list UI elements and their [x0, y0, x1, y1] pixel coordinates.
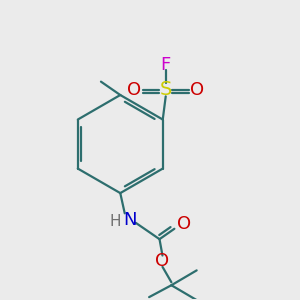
Text: H: H	[109, 214, 121, 229]
Text: N: N	[123, 211, 136, 229]
Text: F: F	[160, 56, 171, 74]
Text: S: S	[160, 80, 172, 99]
Text: O: O	[177, 215, 191, 233]
Text: O: O	[155, 253, 170, 271]
Text: O: O	[127, 81, 141, 99]
Text: O: O	[190, 81, 205, 99]
